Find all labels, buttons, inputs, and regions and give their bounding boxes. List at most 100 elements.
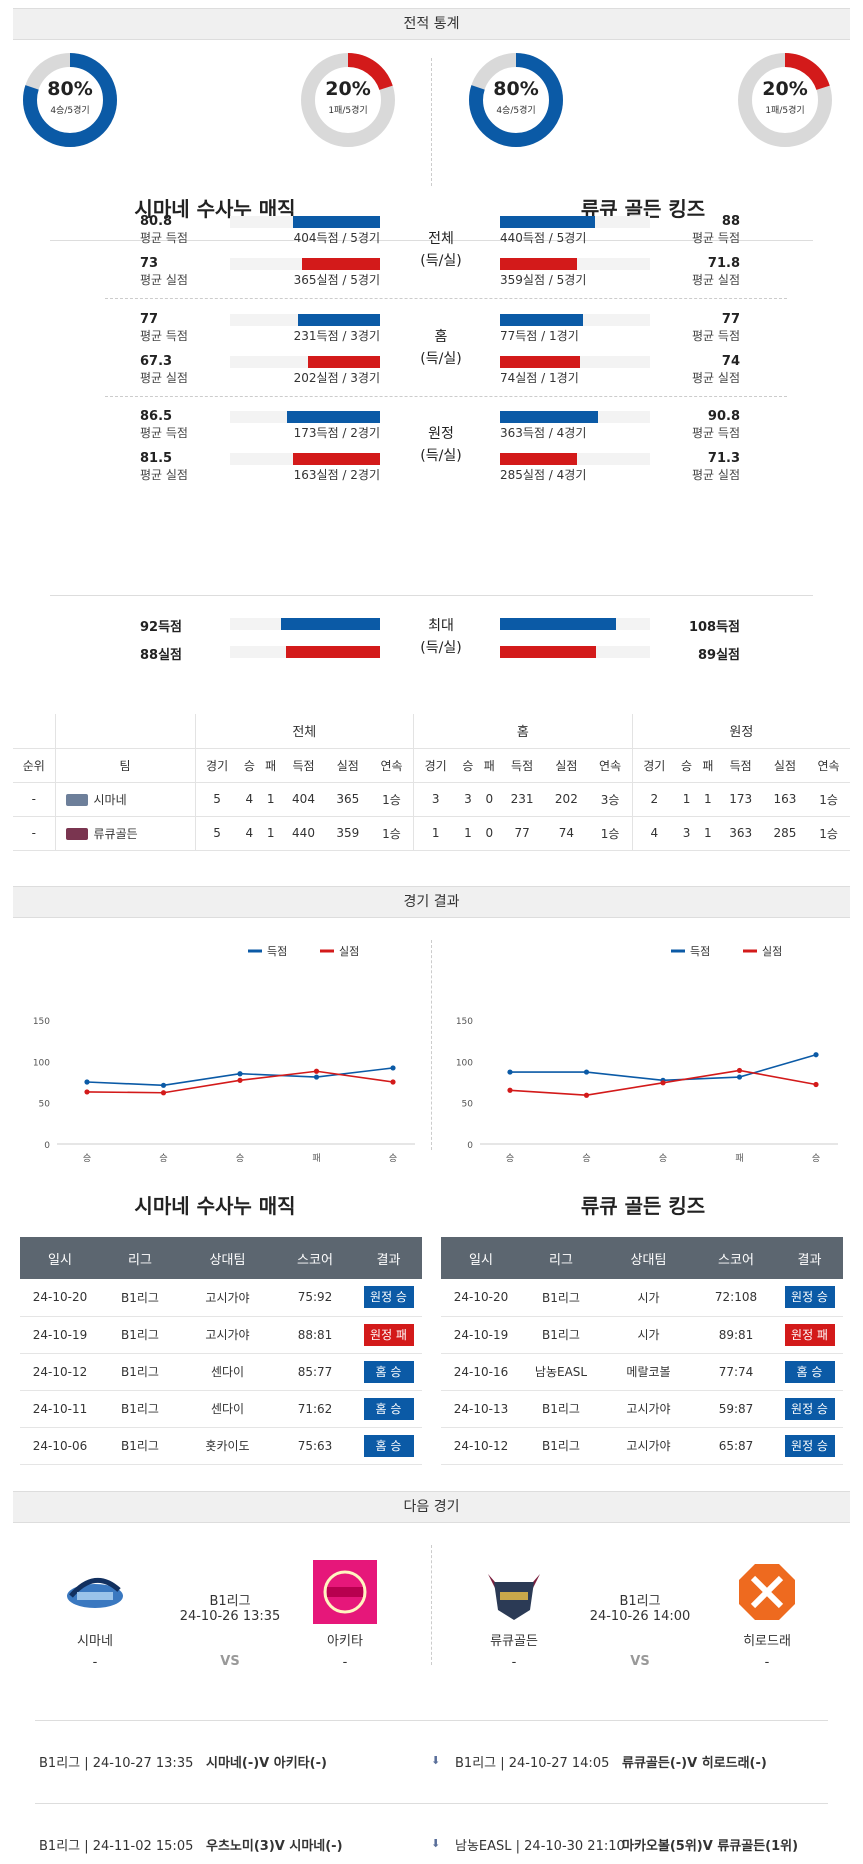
stat-bar-track bbox=[230, 618, 380, 630]
table-cell: 1승 bbox=[807, 816, 850, 851]
table-row[interactable]: - 시마네 5 4 1 404 365 1승 3 3 0 231 202 3승 2 1 1 173 163 1승 bbox=[13, 782, 850, 817]
table-row[interactable]: 24-10-12 B1리그 고시가야 65:87 원정 승 bbox=[441, 1427, 843, 1465]
data-point[interactable] bbox=[813, 1052, 819, 1058]
next-team2-name: 아키타 bbox=[327, 1634, 363, 1649]
column-header: 일시 bbox=[441, 1237, 521, 1279]
data-point[interactable] bbox=[507, 1069, 513, 1075]
data-point[interactable] bbox=[507, 1087, 513, 1093]
shimane-logo bbox=[63, 1560, 127, 1624]
donut-sub: 1패/5경기 bbox=[765, 106, 805, 116]
table-cell: B1리그 bbox=[100, 1316, 180, 1354]
home-win-donut: 80% 4승/5경기 bbox=[22, 52, 118, 148]
stat-value: 71.8 bbox=[707, 256, 740, 271]
fixture-match[interactable]: 류큐골든(-)V 히로드래(-) bbox=[622, 1756, 767, 1771]
column-header: 상대팀 bbox=[601, 1237, 696, 1279]
column-header: 승 bbox=[457, 748, 479, 783]
stat-bar bbox=[500, 314, 583, 326]
table-cell: 시가 bbox=[601, 1279, 696, 1317]
table-row[interactable]: 24-10-06 B1리그 홋카이도 75:63 홈 승 bbox=[20, 1427, 422, 1465]
table-row[interactable]: 24-10-19 B1리그 시가 89:81 원정 패 bbox=[441, 1316, 843, 1354]
data-point[interactable] bbox=[583, 1069, 590, 1075]
stat-category: 최대 bbox=[428, 618, 454, 634]
y-tick-label: 150 bbox=[456, 1017, 473, 1027]
fixture-match[interactable]: 우츠노미(3)V 시마네(-) bbox=[206, 1839, 343, 1854]
divider bbox=[50, 595, 813, 596]
data-point[interactable] bbox=[84, 1089, 90, 1095]
fixture-info[interactable]: B1리그 | 24-10-27 14:05 bbox=[455, 1756, 610, 1771]
data-point[interactable] bbox=[390, 1065, 396, 1071]
table-cell: B1리그 bbox=[100, 1279, 180, 1317]
table-cell: 24-10-13 bbox=[441, 1390, 521, 1428]
stat-label: 평균 실점 bbox=[692, 371, 740, 385]
data-point[interactable] bbox=[583, 1092, 590, 1098]
column-header: 패 bbox=[260, 748, 282, 783]
table-row[interactable]: 24-10-19 B1리그 고시가야 88:81 원정 패 bbox=[20, 1316, 422, 1354]
data-point[interactable] bbox=[736, 1067, 743, 1074]
stat-bar bbox=[302, 258, 380, 270]
fixture-match[interactable]: 시마네(-)V 아키타(-) bbox=[206, 1756, 327, 1771]
table-row[interactable]: 24-10-16 남농EASL 메랄코볼 77:74 홈 승 bbox=[441, 1353, 843, 1391]
table-cell: 고시가야 bbox=[180, 1316, 275, 1354]
team-name[interactable]: 류큐골든 bbox=[93, 826, 138, 841]
table-row[interactable]: 24-10-11 B1리그 센다이 71:62 홈 승 bbox=[20, 1390, 422, 1428]
table-cell: 1 bbox=[697, 782, 719, 817]
table-cell: 1승 bbox=[369, 782, 414, 817]
column-header: 경기 bbox=[194, 748, 239, 783]
data-point[interactable] bbox=[660, 1080, 666, 1086]
table-cell: 1 bbox=[413, 816, 458, 851]
fixture-match[interactable]: 마카오볼(5위)V 류큐골든(1위) bbox=[622, 1839, 799, 1854]
table-row[interactable]: 24-10-20 B1리그 고시가야 75:92 원정 승 bbox=[20, 1279, 422, 1317]
table-row[interactable]: 24-10-13 B1리그 고시가야 59:87 원정 승 bbox=[441, 1390, 843, 1428]
fixture-info[interactable]: 남농EASL | 24-10-30 21:10 bbox=[455, 1839, 625, 1854]
column-header: 리그 bbox=[100, 1237, 180, 1279]
table-cell: 고시가야 bbox=[180, 1279, 275, 1317]
record-section-header: 전적 통계 bbox=[13, 8, 850, 40]
table-cell: 24-10-11 bbox=[20, 1390, 100, 1428]
donut-sub: 4승/5경기 bbox=[496, 106, 536, 116]
table-cell: 1승 bbox=[369, 816, 414, 851]
table-cell: 1 bbox=[457, 816, 479, 851]
table-cell: 원정 승 bbox=[776, 1390, 843, 1428]
data-point[interactable] bbox=[237, 1071, 243, 1077]
column-header: 연속 bbox=[369, 748, 414, 783]
chevron-down-icon[interactable]: ⬇ bbox=[431, 1837, 441, 1850]
data-point[interactable] bbox=[313, 1068, 320, 1074]
table-cell: 363 bbox=[718, 816, 763, 851]
table-cell: 시가 bbox=[601, 1316, 696, 1354]
table-row[interactable]: 24-10-12 B1리그 센다이 85:77 홈 승 bbox=[20, 1353, 422, 1391]
column-header: 실점 bbox=[762, 748, 808, 783]
data-point[interactable] bbox=[160, 1082, 167, 1088]
chevron-down-icon[interactable]: ⬇ bbox=[431, 1754, 441, 1767]
next-team2-rank: - bbox=[764, 1655, 770, 1670]
next-team1-rank: - bbox=[511, 1655, 517, 1670]
result-badge: 홈 승 bbox=[784, 1360, 835, 1383]
table-cell: 5 bbox=[194, 782, 239, 817]
fixture-info[interactable]: B1리그 | 24-10-27 13:35 bbox=[39, 1756, 194, 1771]
stat-category-sub: (득/실) bbox=[420, 448, 462, 464]
data-point[interactable] bbox=[84, 1079, 90, 1085]
table-cell: - bbox=[13, 816, 55, 851]
data-point[interactable] bbox=[390, 1079, 396, 1085]
table-row[interactable]: - 류큐골든 5 4 1 440 359 1승 1 1 0 77 74 1승 4 3 1 363 285 1승 bbox=[13, 816, 850, 851]
divider bbox=[35, 1720, 828, 1721]
home-results-table: 일시 리그 상대팀 스코어 결과 24-10-20 B1리그 고시가야 75:92 원정 승 24-… bbox=[20, 1237, 422, 1465]
donut-percent: 20% bbox=[325, 78, 371, 100]
table-row[interactable]: 24-10-20 B1리그 시가 72:108 원정 승 bbox=[441, 1279, 843, 1317]
table-cell: - bbox=[13, 782, 55, 817]
result-badge: 원정 패 bbox=[784, 1323, 835, 1346]
y-tick-label: 0 bbox=[467, 1141, 473, 1151]
data-point[interactable] bbox=[160, 1090, 167, 1096]
table-cell: 24-10-12 bbox=[441, 1427, 521, 1465]
data-point[interactable] bbox=[813, 1081, 819, 1088]
data-point[interactable] bbox=[237, 1077, 243, 1083]
stat-label: 평균 득점 bbox=[692, 329, 740, 343]
team-name[interactable]: 시마네 bbox=[93, 792, 127, 807]
table-cell: 440 bbox=[281, 816, 326, 851]
data-point[interactable] bbox=[313, 1074, 320, 1080]
next-league: B1리그 bbox=[619, 1594, 661, 1609]
stat-note: 231득점 / 3경기 bbox=[293, 329, 380, 343]
divider bbox=[431, 58, 432, 186]
stat-value: 86.5 bbox=[140, 409, 173, 424]
fixture-info[interactable]: B1리그 | 24-11-02 15:05 bbox=[39, 1839, 194, 1854]
data-point[interactable] bbox=[736, 1074, 743, 1080]
